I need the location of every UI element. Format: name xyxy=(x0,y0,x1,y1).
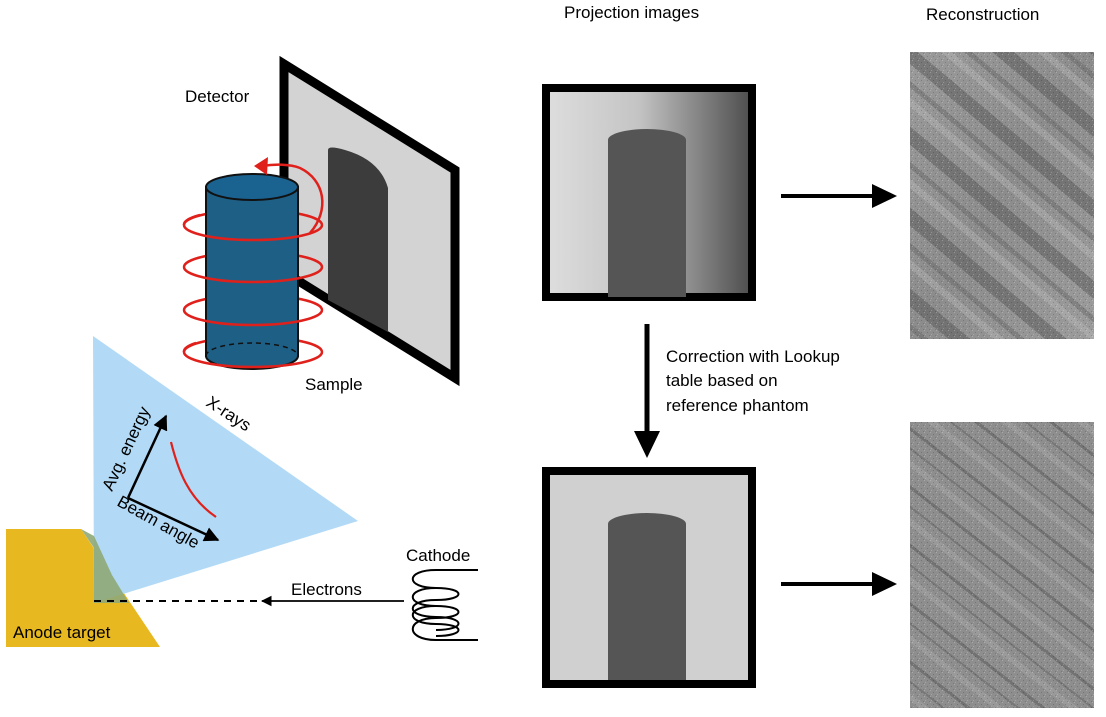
electrons-label: Electrons xyxy=(291,580,362,599)
energy-curve xyxy=(169,441,217,518)
correction-line-3: reference phantom xyxy=(666,396,809,415)
sample-label: Sample xyxy=(305,375,363,394)
rotation-front xyxy=(182,163,324,369)
projected-cylinder-bottom xyxy=(608,524,686,680)
xray-beam xyxy=(93,336,358,603)
beam-angle-axis xyxy=(127,496,220,542)
detector-shadow xyxy=(328,147,388,332)
cathode xyxy=(411,569,478,641)
reconstruction-corrected xyxy=(910,422,1094,708)
detector xyxy=(279,55,460,387)
reconstruction-uncorrected xyxy=(910,52,1094,339)
anode-target xyxy=(6,529,160,647)
sample xyxy=(182,157,324,370)
projection-corrected xyxy=(542,467,756,688)
detector-label: Detector xyxy=(185,87,250,106)
projected-cylinder-top xyxy=(608,140,686,297)
beam-anode-overlap xyxy=(81,529,129,603)
projection-uncorrected xyxy=(542,84,756,301)
correction-arrow-head xyxy=(634,431,660,458)
anode-label: Anode target xyxy=(13,623,111,642)
reconstruction-header: Reconstruction xyxy=(926,5,1039,24)
projection-header: Projection images xyxy=(564,3,699,22)
avg-energy-axis xyxy=(126,414,168,499)
sample-top xyxy=(205,173,299,201)
correction-line-1: Correction with Lookup xyxy=(666,347,840,366)
cathode-label: Cathode xyxy=(406,546,470,565)
recon-arrow-bottom-head xyxy=(872,572,897,596)
rotation-arrowhead xyxy=(254,157,268,175)
recon-arrow-top-head xyxy=(872,184,897,208)
correction-line-2: table based on xyxy=(666,371,778,390)
sample-body xyxy=(205,186,299,357)
